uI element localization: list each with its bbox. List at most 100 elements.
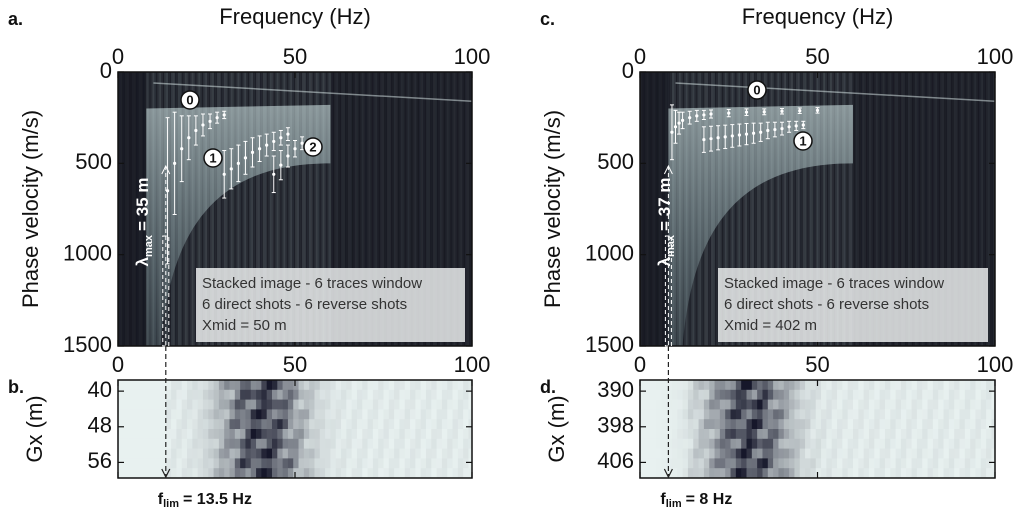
image-cell [234,399,241,410]
y-tick-label: 0 [622,58,634,83]
image-streak [837,72,840,346]
image-cell [303,409,310,420]
image-cell [900,419,907,430]
image-cell [751,458,758,469]
image-cell [351,399,358,410]
image-cell [948,448,955,459]
image-cell [325,468,331,478]
image-streak [298,72,301,346]
image-cell [837,409,843,420]
image-cell [415,380,422,391]
image-cell [282,419,289,430]
image-cell [123,380,129,391]
image-cell [123,468,129,478]
image-streak [125,72,128,346]
image-cell [789,380,795,391]
flim-rest: = 8 Hz [686,491,733,508]
image-cell [783,429,790,440]
image-cell [970,419,976,430]
image-cell [256,458,262,469]
image-cell [911,458,918,469]
image-streak [326,72,330,346]
image-cell [452,399,459,410]
image-cell [687,419,694,430]
x-tick-label: 0 [112,352,124,377]
image-cell [441,380,448,391]
image-cell [372,468,379,478]
image-cell [757,380,763,391]
image-cell [468,458,472,469]
image-streak [746,72,749,346]
y-tick-label: 1000 [63,240,112,265]
pick-point [279,136,283,140]
image-cell [139,429,145,440]
image-cell [661,438,667,450]
image-cell [655,389,662,401]
image-cell [687,399,694,410]
image-cell [330,458,337,469]
image-cell [441,438,448,450]
image-cell [383,468,390,478]
image-cell [192,419,199,430]
image-cell [858,419,865,430]
image-streak [929,72,932,346]
image-cell [213,419,220,430]
image-cell [884,380,891,391]
image-cell [789,399,795,410]
image-streak [973,72,976,346]
image-cell [309,468,315,478]
image-streak [238,72,241,346]
image-cell [661,458,667,469]
image-cell [975,468,982,478]
image-cell [719,399,726,410]
image-cell [655,468,662,478]
image-cell [160,409,167,420]
image-cell [884,389,891,401]
image-cell [303,438,310,450]
image-streak [234,72,238,346]
image-cell [847,438,854,450]
image-cell [640,438,646,450]
image-cell [826,438,833,450]
mode-tag [180,90,200,110]
image-cell [378,448,384,459]
image-cell [287,419,294,430]
image-cell [655,458,662,469]
image-cell [410,399,416,410]
image-streak [300,72,303,346]
image-cell [447,380,453,391]
image-streak [295,72,298,346]
image-cell [650,458,657,469]
image-cell [842,419,849,430]
panel-label: a. [8,9,23,29]
image-cell [335,468,342,478]
image-streak [367,72,370,346]
pick-point [293,147,297,151]
image-cell [853,458,859,469]
image-cell [245,429,252,440]
image-cell [879,429,886,440]
image-cell [123,389,129,401]
image-streak [742,72,746,346]
image-cell [821,419,827,430]
image-cell [805,429,811,440]
pick-point [702,137,706,142]
image-streak [954,72,957,346]
image-cell [863,429,870,440]
image-cell [799,448,806,459]
image-cell [187,458,193,469]
image-cell [234,389,241,401]
image-cell [378,409,384,420]
image-cell [837,419,843,430]
image-cell [309,389,315,401]
image-cell [415,429,422,440]
image-streak [270,72,273,346]
image-cell [372,429,379,440]
image-cell [778,429,785,440]
image-cell [399,399,406,410]
image-cell [980,389,987,401]
image-streak [372,72,376,346]
image-cell [741,409,747,420]
image-cell [767,380,774,391]
